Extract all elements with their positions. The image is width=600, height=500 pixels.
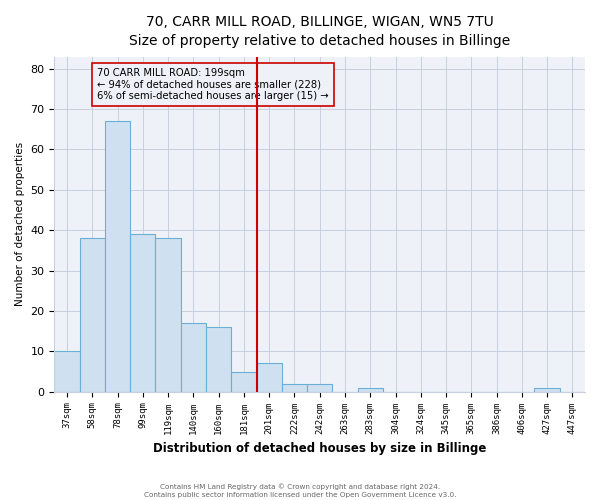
Bar	[80, 238, 105, 392]
Bar	[307, 384, 332, 392]
Bar	[358, 388, 383, 392]
Bar	[257, 364, 282, 392]
X-axis label: Distribution of detached houses by size in Billinge: Distribution of detached houses by size …	[153, 442, 487, 455]
Bar	[55, 352, 80, 392]
Y-axis label: Number of detached properties: Number of detached properties	[15, 142, 25, 306]
Title: 70, CARR MILL ROAD, BILLINGE, WIGAN, WN5 7TU
Size of property relative to detach: 70, CARR MILL ROAD, BILLINGE, WIGAN, WN5…	[129, 15, 511, 48]
Bar	[130, 234, 155, 392]
Bar	[282, 384, 307, 392]
Bar	[231, 372, 257, 392]
Bar	[206, 327, 231, 392]
Text: 70 CARR MILL ROAD: 199sqm
← 94% of detached houses are smaller (228)
6% of semi-: 70 CARR MILL ROAD: 199sqm ← 94% of detac…	[97, 68, 329, 102]
Bar	[105, 121, 130, 392]
Bar	[535, 388, 560, 392]
Text: Contains HM Land Registry data © Crown copyright and database right 2024.
Contai: Contains HM Land Registry data © Crown c…	[144, 484, 456, 498]
Bar	[155, 238, 181, 392]
Bar	[181, 323, 206, 392]
